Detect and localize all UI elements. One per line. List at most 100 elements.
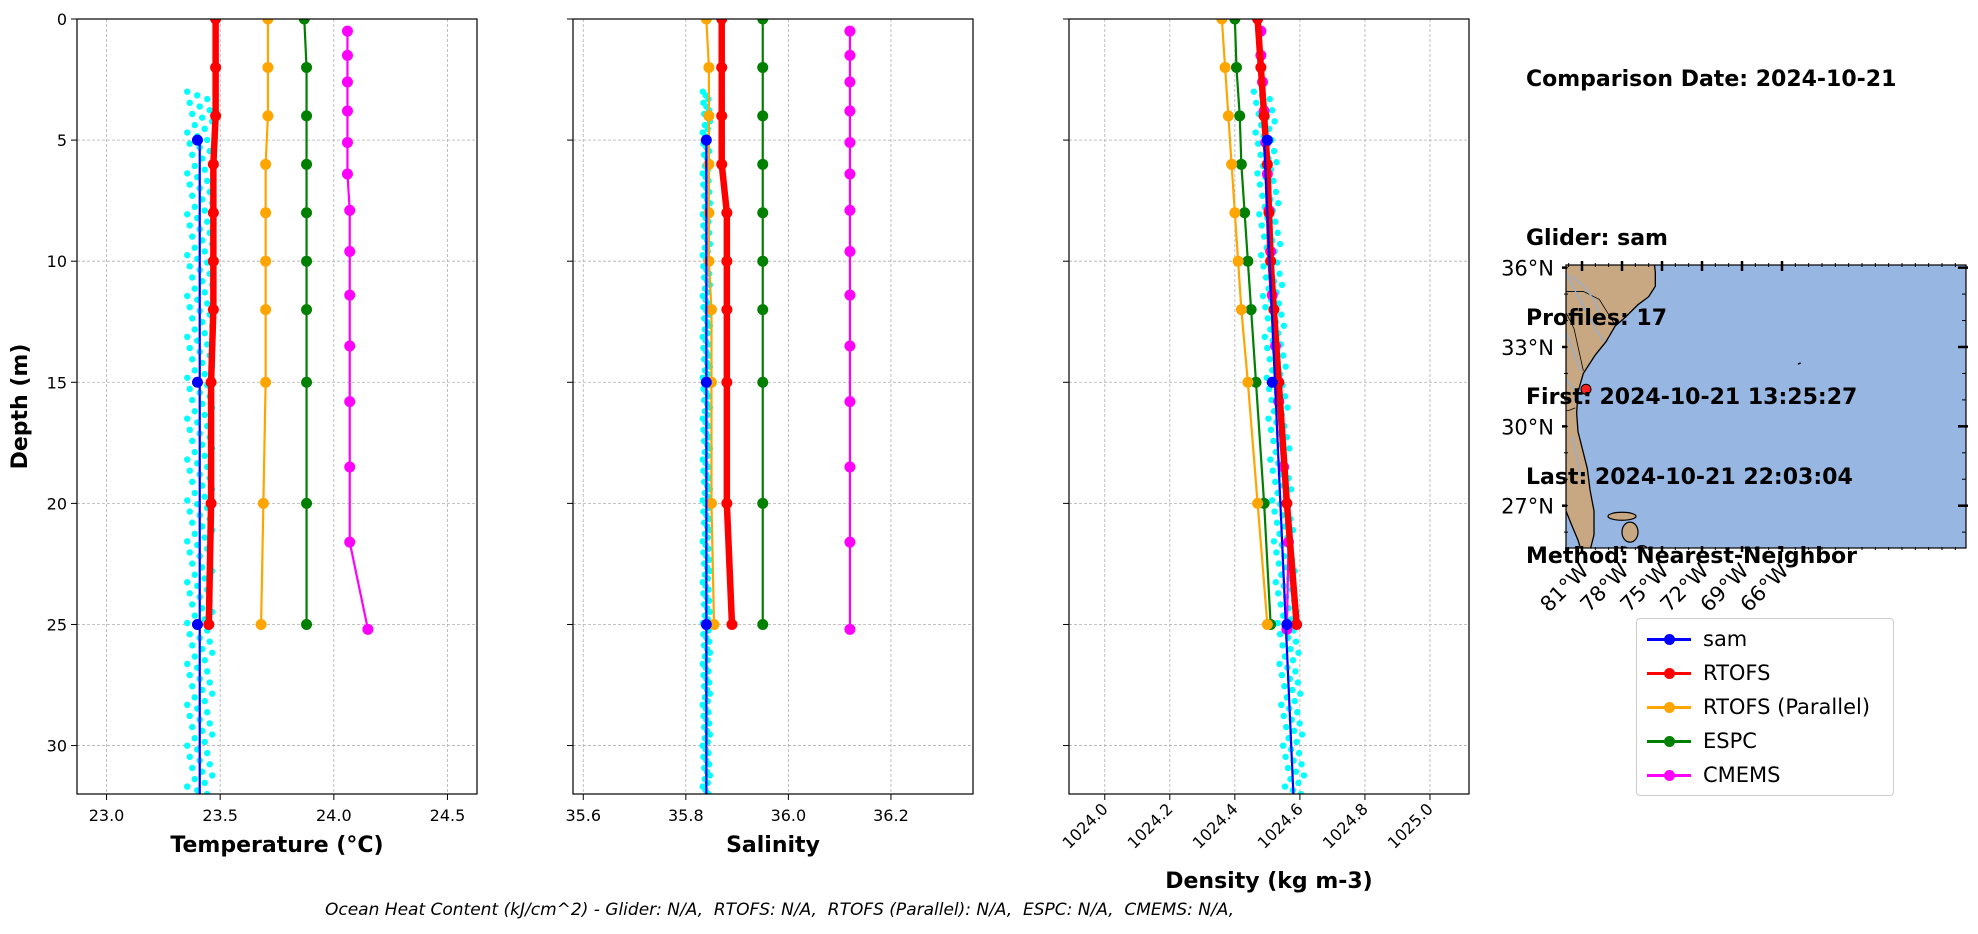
chart-legend: sam RTOFS RTOFS (Parallel) ESPC CMEMS: [1636, 618, 1894, 796]
glider-scatter-point: [201, 779, 208, 787]
series-point: [1229, 19, 1241, 25]
glider-scatter-point: [1254, 170, 1261, 177]
series-point: [1232, 255, 1244, 267]
glider-scatter-point: [184, 415, 191, 422]
glider-scatter-point: [706, 608, 714, 616]
glider-scatter-point: [191, 203, 198, 211]
glider-scatter-point: [204, 790, 211, 794]
glider-scatter-point: [1284, 764, 1292, 772]
glider-scatter-point: [1275, 199, 1282, 207]
island: [1621, 521, 1639, 543]
info-line: Glider: sam: [1526, 226, 1668, 251]
glider-scatter-point: [1289, 657, 1297, 664]
series-point: [1258, 110, 1270, 122]
series-point: [344, 204, 356, 216]
glider-scatter-point: [184, 333, 191, 341]
glider-scatter-point: [186, 181, 193, 188]
series-line: [1220, 19, 1269, 625]
glider-scatter-point: [1269, 107, 1276, 114]
legend-swatch: [1645, 760, 1693, 790]
glider-scatter-point: [201, 166, 208, 173]
profile-panel-2: 35.6 35.8 36.0 36.2 Salinity: [565, 18, 974, 858]
legend-swatch: [1645, 726, 1693, 756]
glider-scatter-point: [204, 668, 211, 675]
plot-area: [699, 19, 856, 794]
lat-label: 33°N: [1501, 336, 1554, 360]
glider-scatter-point: [1278, 311, 1285, 318]
glider-scatter-point: [1294, 679, 1302, 686]
series-rtofs: [1252, 19, 1303, 630]
series-point: [1261, 134, 1273, 146]
series-point: [721, 304, 733, 316]
glider-scatter-point: [206, 720, 213, 727]
glider-scatter-point: [186, 590, 193, 597]
series-espc: [757, 19, 769, 630]
series-rtofs: [716, 19, 738, 630]
glider-scatter-point: [1268, 497, 1276, 504]
glider-scatter-point: [1267, 426, 1275, 434]
glider-scatter-point: [1287, 645, 1294, 653]
series-point: [844, 105, 856, 117]
series-point: [341, 76, 353, 88]
series-point: [1281, 497, 1293, 509]
glider-scatter-point: [1292, 668, 1299, 675]
glider-scatter-point: [1281, 393, 1289, 400]
series-sam: [191, 134, 203, 794]
glider-scatter-point: [186, 467, 193, 474]
glider-scatter-point: [1256, 211, 1263, 218]
series-point: [301, 207, 313, 219]
glider-scatter-point: [1265, 415, 1272, 422]
series-point: [301, 304, 313, 316]
glider-scatter-point: [199, 114, 206, 121]
ocean: [1566, 265, 1966, 548]
series-line: [303, 19, 308, 625]
glider-scatter-point: [1276, 240, 1284, 248]
series-point: [262, 19, 274, 25]
series-line: [1233, 19, 1272, 625]
series-point: [207, 304, 219, 316]
glider-scatter-point: [1266, 356, 1273, 363]
glider-scatter-point: [191, 162, 198, 170]
series-point: [1235, 158, 1247, 170]
glider-scatter-point: [1280, 322, 1288, 329]
glider-scatter-point: [184, 701, 191, 709]
state-border: [1566, 311, 1584, 371]
series-point: [301, 618, 313, 630]
glider-scatter-point: [184, 660, 191, 668]
legend-item-rtofs-parallel: RTOFS (Parallel): [1645, 692, 1870, 722]
series-point: [341, 137, 353, 149]
glider-scatter-point: [1270, 147, 1278, 155]
glider-scatter-point: [1273, 549, 1280, 556]
x-tick-label: 1024.4: [1189, 799, 1242, 852]
series-point: [260, 304, 272, 316]
series-point: [344, 340, 356, 352]
glider-scatter-point: [1295, 749, 1303, 757]
glider-scatter-point: [1272, 578, 1279, 586]
series-point: [191, 134, 203, 146]
glider-scatter-point: [706, 638, 713, 645]
glider-scatter-point: [191, 735, 198, 742]
glider-scatter-point: [706, 761, 713, 768]
series-point: [260, 255, 272, 267]
series-point: [207, 255, 219, 267]
glider-scatter-point: [1282, 723, 1290, 731]
x-tick-label: 1024.8: [1319, 799, 1372, 852]
series-point: [844, 246, 856, 257]
glider-scatter-point: [204, 136, 211, 144]
series-point: [716, 61, 728, 73]
series-rtofs-parallel: [255, 19, 274, 630]
glider-scatter-point: [184, 292, 191, 300]
glider-scatter-point: [204, 95, 211, 103]
series-cmems: [341, 25, 374, 635]
glider-scatter-point: [209, 731, 216, 738]
glider-scatter-point: [1258, 222, 1265, 229]
glider-scatter-point: [191, 244, 198, 251]
glider-scatter-point: [184, 538, 191, 545]
glider-scatter-point: [189, 642, 196, 649]
glider-scatter-point: [1279, 642, 1286, 649]
glider-scatter-point: [186, 508, 193, 515]
river: [1566, 378, 1575, 390]
glider-scatter-point: [189, 110, 196, 118]
plot-area: [184, 19, 374, 794]
info-line: Method: Nearest-Neighbor: [1526, 544, 1857, 569]
